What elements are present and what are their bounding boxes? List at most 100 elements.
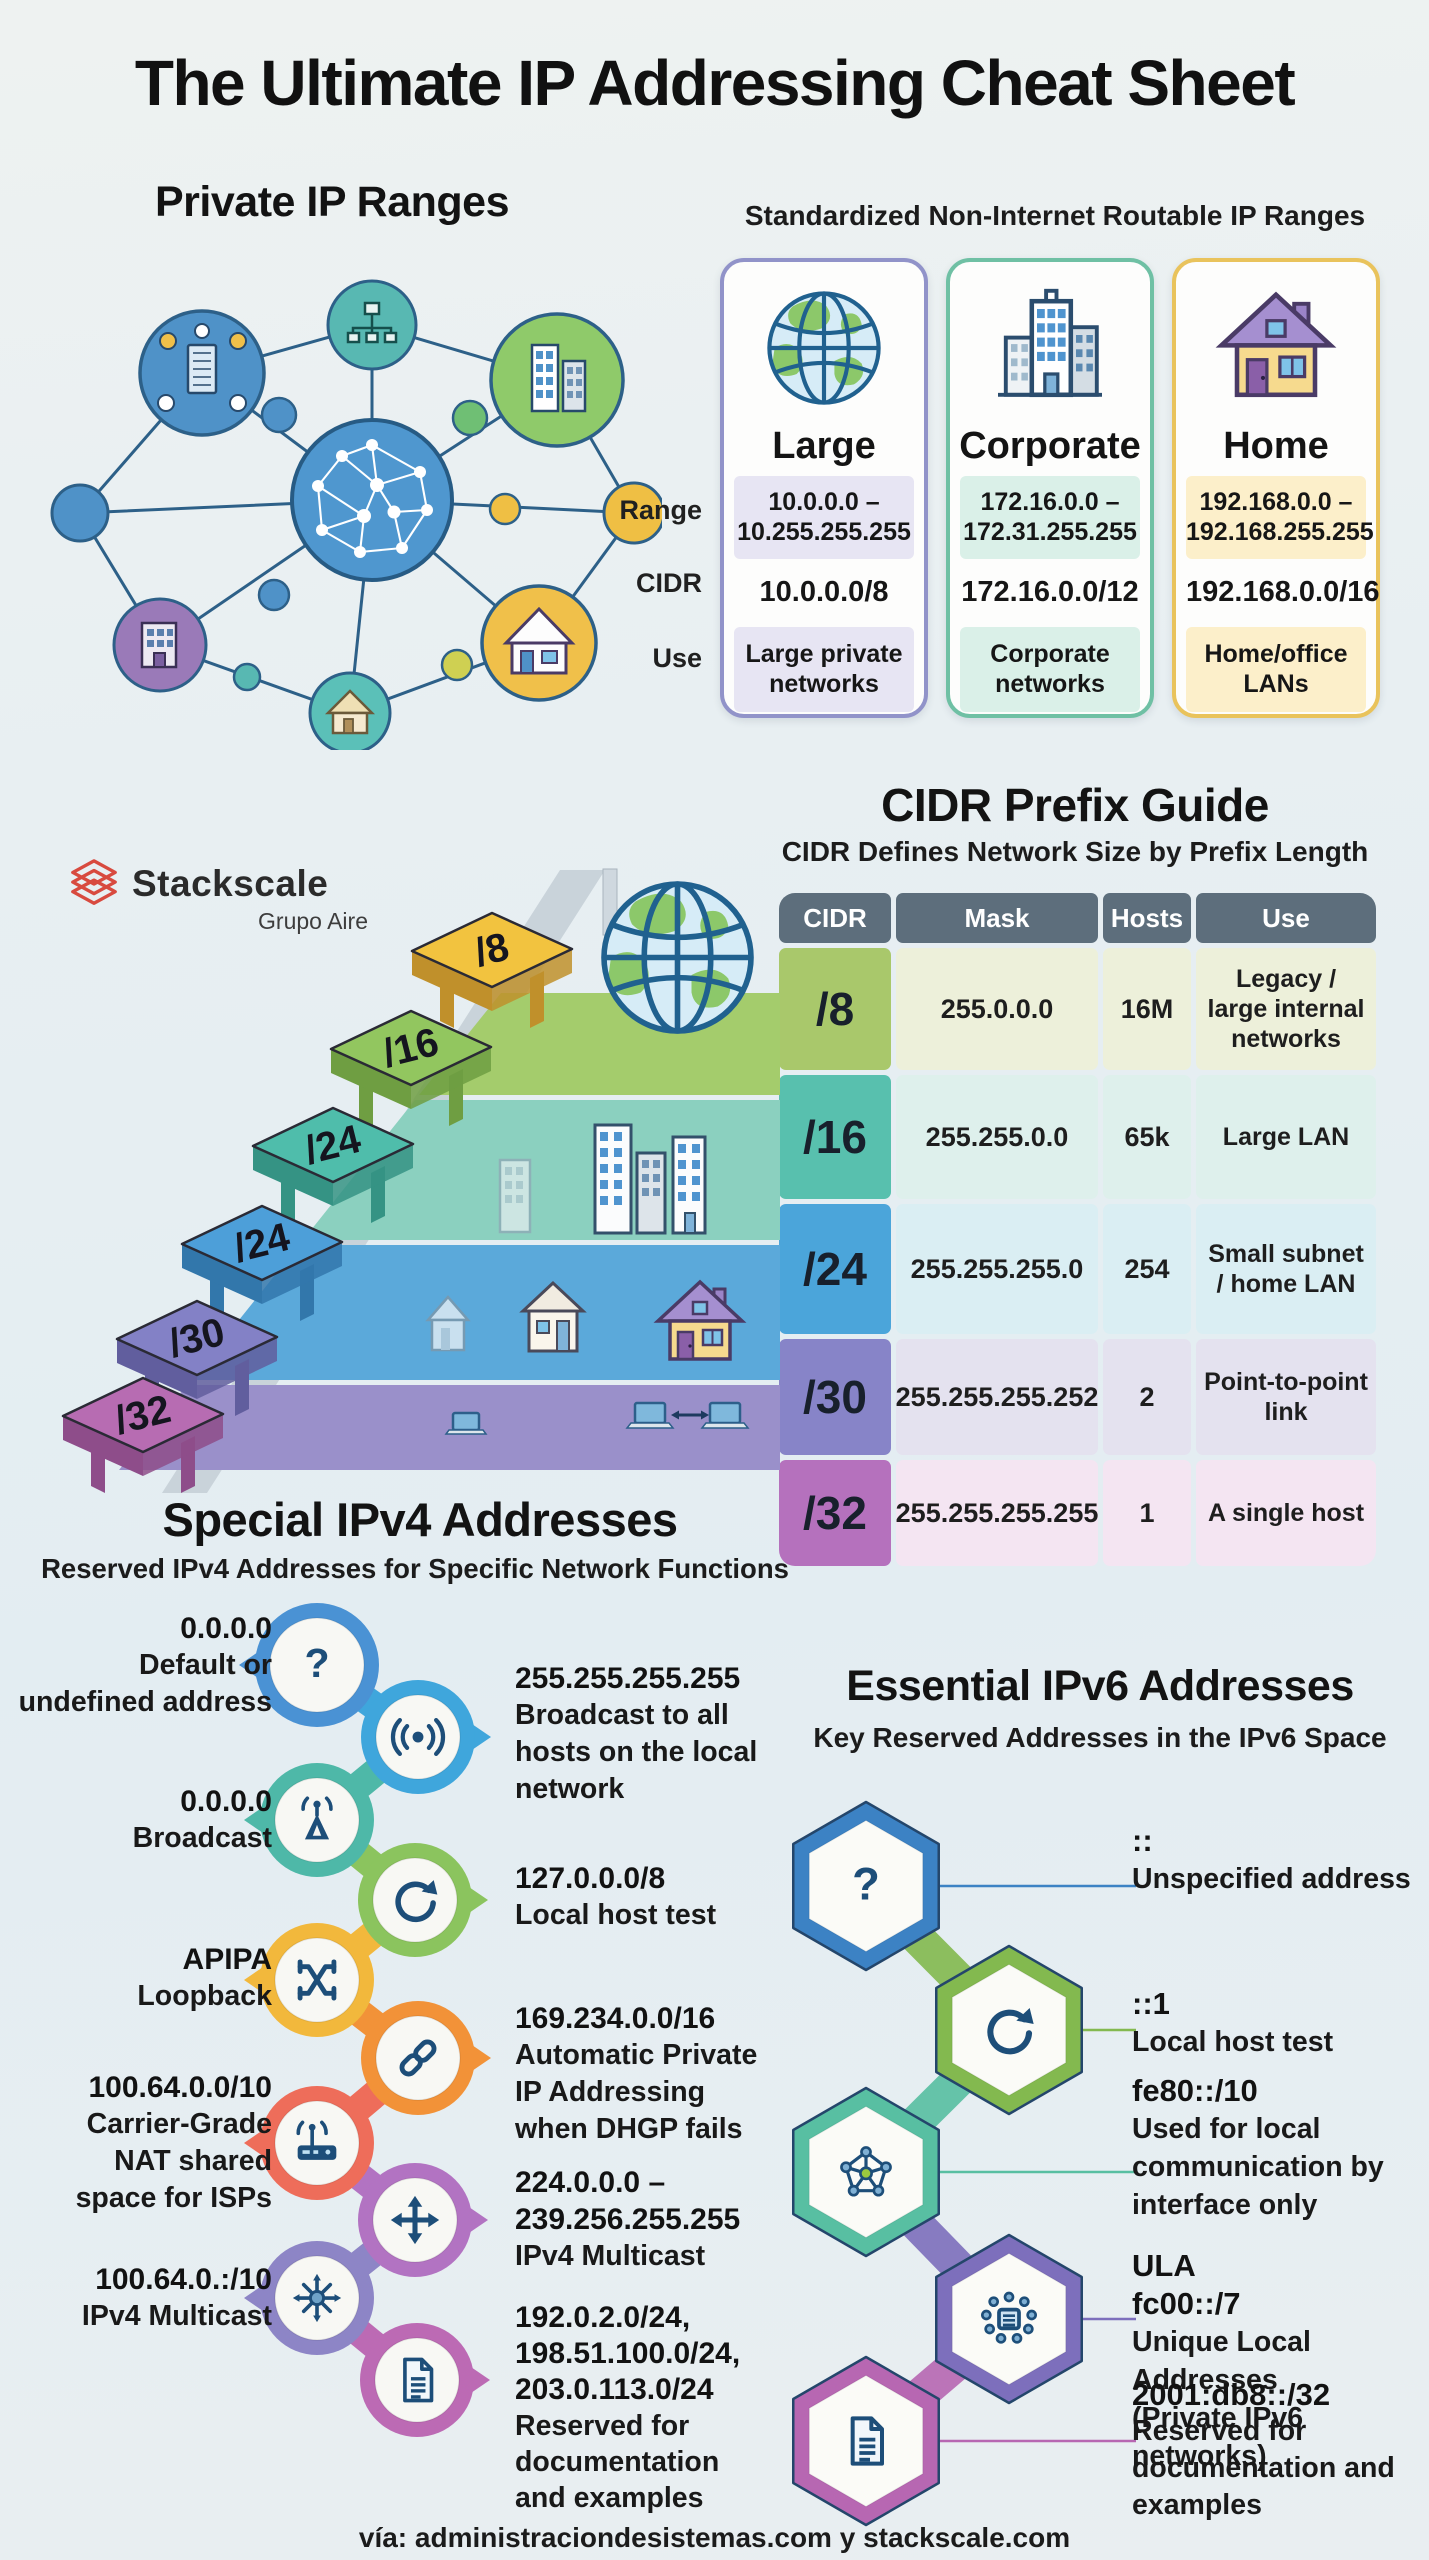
server-network-node-icon xyxy=(138,309,266,437)
ipv4-label-line: 224.0.0.0 – xyxy=(515,2166,666,2199)
ipv4-label-line: undefined address xyxy=(18,1686,272,1718)
question-mark-icon xyxy=(852,1858,880,1909)
ipv4-label-line: 169.234.0.0/16 xyxy=(515,2002,716,2035)
table-row-use: Large LAN xyxy=(1196,1075,1376,1199)
table-row-cidr: /24 xyxy=(779,1204,891,1334)
laptops-illustration xyxy=(444,1401,750,1435)
range-line: 10.255.255.255 xyxy=(737,518,911,547)
table-row-cidr: /30 xyxy=(779,1339,891,1455)
ipv6-label-line: Local host test xyxy=(1132,2026,1334,2058)
band-homes xyxy=(191,1245,780,1380)
card-range-value: 10.0.0.0 –10.255.255.255 xyxy=(734,475,914,559)
table-row-mask: 255.255.255.255 xyxy=(896,1460,1098,1566)
stackscale-logo-icon xyxy=(71,859,117,905)
ipv4-label-line: 192.0.2.0/24, xyxy=(515,2301,691,2334)
connector-dot-icons xyxy=(232,396,522,692)
table-row-mask: 255.0.0.0 xyxy=(896,948,1098,1070)
ipv4-item-marker xyxy=(244,1923,374,2037)
ipv6-label-line: Unique Local Addresses xyxy=(1132,2326,1311,2396)
table-row-use: Legacy / large internal networks xyxy=(1196,948,1376,1070)
ipv4-item-label: 192.0.2.0/24, 198.51.100.0/24, 203.0.113.0… xyxy=(515,2300,850,2516)
plain-blue-node xyxy=(50,483,110,543)
ipv4-label-line: 0.0.0.0 xyxy=(180,1785,272,1818)
house-node-icon xyxy=(480,584,598,702)
ipv6-label-line: ::1 xyxy=(1132,1986,1170,2021)
ipv4-label-line: 127.0.0.0/8 xyxy=(515,1862,666,1895)
special-ipv4-subheading: Reserved IPv4 Addresses for Specific Net… xyxy=(41,1553,789,1584)
globe-icon xyxy=(604,884,751,1031)
plain-yellow-node xyxy=(602,481,662,545)
hierarchy-node-icon xyxy=(326,279,418,371)
brand-tagline: Grupo Aire xyxy=(258,908,368,934)
ipv4-label-line: 198.51.100.0/24, xyxy=(515,2337,741,2370)
ipv6-label-line: Reserved for xyxy=(1132,2415,1307,2447)
table-row-hosts: 2 xyxy=(1103,1339,1191,1455)
ipv4-item-marker xyxy=(244,2241,374,2355)
ipv4-item-label: 255.255.255.255 Broadcast to all hosts on … xyxy=(515,1660,850,1808)
ipv4-item-marker xyxy=(239,1603,379,1727)
ipv4-item-marker xyxy=(360,2323,490,2437)
table-header-hosts: Hosts xyxy=(1103,893,1191,943)
ipv4-label-line: hosts on the local xyxy=(515,1736,758,1768)
document-icon xyxy=(853,2418,882,2463)
ipv4-label-line: APIPA xyxy=(182,1943,272,1976)
card-name: Home xyxy=(1223,424,1329,467)
table-row-hosts: 16M xyxy=(1103,948,1191,1070)
stackscale-brand: Stackscale Grupo Aire xyxy=(68,858,368,935)
ipv6-item-label: 2001:db8::/32 Reserved for documentation a… xyxy=(1132,2376,1429,2524)
card-range-value: 192.168.0.0 –192.168.255.255 xyxy=(1186,475,1374,559)
range-row-label: Range xyxy=(619,495,702,525)
ipv4-item-marker xyxy=(244,1763,374,1877)
brand-name: Stackscale xyxy=(132,863,329,904)
ipv4-label-line: IP Addressing xyxy=(515,2076,706,2108)
cidr-step-24: /24 xyxy=(180,1204,344,1321)
range-line: 192.168.0.0 – xyxy=(1199,487,1353,516)
cidr-stairs-illustration: /8/16/24/24/30/32 xyxy=(61,868,780,1493)
ip-range-card-large: Large 10.0.0.0 –10.255.255.255 10.0.0.0/8 L… xyxy=(720,258,928,718)
range-line: 172.31.255.255 xyxy=(963,518,1137,547)
cidr-step-24: /24 xyxy=(251,1106,415,1223)
page-title: The Ultimate IP Addressing Cheat Sheet xyxy=(134,47,1296,119)
table-row-hosts: 1 xyxy=(1103,1460,1191,1566)
ipv6-heading: Essential IPv6 Addresses xyxy=(846,1662,1354,1710)
ipv4-label-line: Loopback xyxy=(137,1980,272,2012)
ipv4-label-line: 255.255.255.255 xyxy=(515,1662,741,1695)
table-row-use: A single host xyxy=(1196,1460,1376,1566)
range-line: 10.0.0.0 – xyxy=(768,487,880,516)
table-row-use: Small subnet / home LAN xyxy=(1196,1204,1376,1334)
ipv4-label-line: documentation xyxy=(515,2446,720,2478)
ipv4-label-line: when DHGP fails xyxy=(515,2113,743,2145)
use-row-label: Use xyxy=(652,643,702,673)
city-node-icon xyxy=(489,312,625,448)
ipv4-label-line: Reserved for xyxy=(515,2410,690,2442)
ipv4-label-line: Default or xyxy=(138,1649,272,1681)
cidr-step-16: /16 xyxy=(329,1009,493,1126)
cidr-row-label: CIDR xyxy=(636,568,702,598)
table-row-mask: 255.255.255.0 xyxy=(896,1204,1098,1334)
office-building-icon xyxy=(950,262,1150,425)
card-name: Large xyxy=(772,424,876,467)
ipv6-label-line: documentation and xyxy=(1132,2452,1395,2484)
ipv4-label-line: 100.64.0.:/10 xyxy=(95,2263,272,2296)
ipv6-subheading: Key Reserved Addresses in the IPv6 Space xyxy=(813,1722,1387,1753)
private-network-diagram xyxy=(50,279,662,750)
cidr-step-30: /30 xyxy=(115,1299,279,1416)
question-mark-icon xyxy=(304,1640,329,1686)
cidr-guide-heading: CIDR Prefix Guide xyxy=(881,779,1269,831)
ipv4-label-line: and examples xyxy=(515,2482,704,2514)
ipv4-item-marker xyxy=(358,2163,488,2277)
ipv4-label-line: Broadcast xyxy=(132,1822,272,1854)
buildings-illustration xyxy=(498,1123,707,1235)
ip-range-card-corporate: Corporate 172.16.0.0 –172.31.255.255 172.1… xyxy=(946,258,1154,718)
ipv4-item-label: 224.0.0.0 – 239.256.255.255 IPv4 Multicast xyxy=(515,2164,850,2275)
ipv4-label-line: Local host test xyxy=(515,1899,717,1931)
ipv4-label-line: network xyxy=(515,1773,625,1805)
ipv4-label-line: Broadcast to all xyxy=(515,1699,729,1731)
card-use-value: Corporate networks xyxy=(960,626,1140,712)
ipv6-item-marker xyxy=(935,2233,1083,2405)
card-use-value: Home/office LANs xyxy=(1186,626,1366,712)
table-row-mask: 255.255.255.252 xyxy=(896,1339,1098,1455)
ipv4-label-line: Automatic Private xyxy=(515,2039,758,2071)
ipv6-item-marker xyxy=(792,2355,940,2527)
